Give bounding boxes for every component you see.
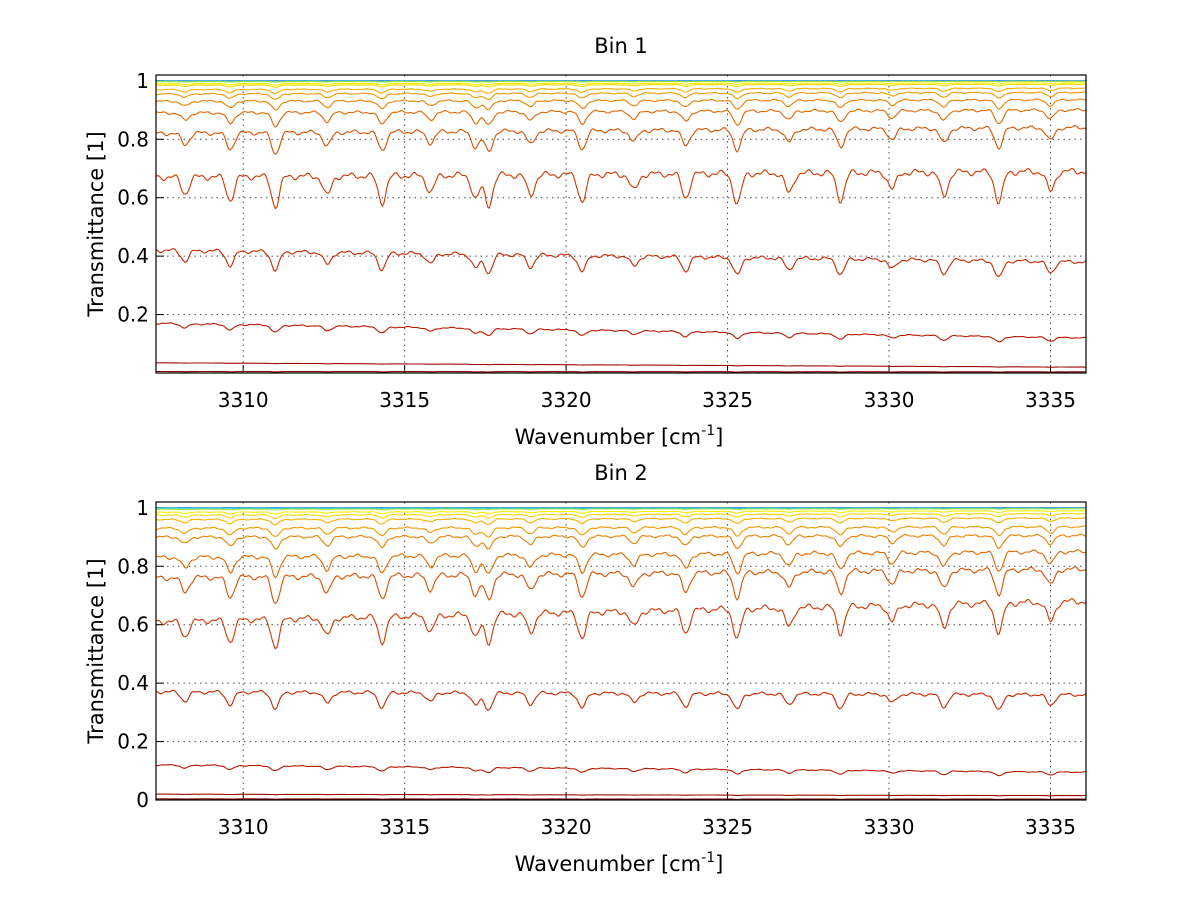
subplot-bin-1: Bin 1 3310 3315 3320 3325 3330 3335 0.2 0.4 0.6 0… xyxy=(84,34,1087,449)
subplot-bin-2: Bin 2 3310 3315 3320 3325 3330 3335 0 0.2 0.4 0.6… xyxy=(84,461,1087,876)
series-line xyxy=(155,533,1087,550)
plot-frame xyxy=(155,501,1087,801)
y-tick-label: 1 xyxy=(136,69,149,93)
chart-title: Bin 1 xyxy=(594,34,648,58)
series-line xyxy=(156,108,1087,128)
series-line xyxy=(155,516,1087,526)
y-tick-label: 0.6 xyxy=(117,613,149,637)
series-line xyxy=(155,566,1087,605)
series-line xyxy=(155,248,1087,277)
series-line xyxy=(155,689,1087,711)
series-line xyxy=(156,370,1086,373)
series-line xyxy=(156,793,1086,797)
series-line xyxy=(156,82,1087,86)
y-tick-label: 0.8 xyxy=(117,554,149,578)
x-tick-label: 3320 xyxy=(541,388,592,412)
x-tick-label: 3325 xyxy=(702,815,753,839)
series-line xyxy=(155,763,1087,777)
series-line xyxy=(156,508,1086,511)
x-tick-label: 3325 xyxy=(702,388,753,412)
series-line xyxy=(156,362,1087,368)
x-tick-label: 3310 xyxy=(218,815,269,839)
x-tick-label: 3330 xyxy=(864,388,915,412)
series-line xyxy=(156,549,1087,579)
grid-lines xyxy=(156,502,1086,801)
series-line xyxy=(155,87,1087,95)
y-tick-label: 0.4 xyxy=(117,671,149,695)
x-tick-label: 3310 xyxy=(218,388,269,412)
series-line xyxy=(156,83,1087,88)
series-line xyxy=(155,98,1087,111)
x-axis-label: Wavenumber [cm-1] xyxy=(515,850,724,876)
series-line xyxy=(156,512,1087,520)
tick-labels: 3310 3315 3320 3325 3330 3335 0.2 0.4 0.6 0.8 1 xyxy=(117,69,1076,412)
chart-title: Bin 2 xyxy=(594,461,648,485)
x-tick-label: 3315 xyxy=(379,815,430,839)
series-line xyxy=(156,525,1087,538)
series-lines xyxy=(155,507,1087,801)
y-tick-label: 0.4 xyxy=(117,244,149,268)
plot-frame xyxy=(155,74,1087,374)
y-tick-label: 0.8 xyxy=(117,127,149,151)
x-tick-label: 3320 xyxy=(541,815,592,839)
y-tick-label: 1 xyxy=(136,496,149,520)
series-line xyxy=(156,510,1087,515)
x-tick-label: 3335 xyxy=(1025,388,1076,412)
series-line xyxy=(155,322,1087,343)
series-line xyxy=(156,798,1086,800)
y-tick-label: 0.2 xyxy=(117,303,149,327)
tick-labels: 3310 3315 3320 3325 3330 3335 0 0.2 0.4 0.6 0.8 1 xyxy=(117,496,1076,839)
series-line xyxy=(155,597,1087,650)
series-lines xyxy=(155,80,1087,373)
series-line xyxy=(155,91,1087,101)
y-tick-label: 0.6 xyxy=(117,186,149,210)
series-line xyxy=(155,167,1087,210)
y-axis-label: Transmittance [1] xyxy=(84,558,108,744)
grid-lines xyxy=(156,75,1086,373)
x-tick-label: 3330 xyxy=(864,815,915,839)
x-tick-label: 3315 xyxy=(379,388,430,412)
x-axis-label: Wavenumber [cm-1] xyxy=(515,423,724,449)
y-tick-label: 0 xyxy=(136,788,149,812)
series-line xyxy=(155,125,1087,155)
y-axis-label: Transmittance [1] xyxy=(84,131,108,317)
series-line xyxy=(156,80,1086,83)
x-tick-label: 3335 xyxy=(1025,815,1076,839)
y-tick-label: 0.2 xyxy=(117,730,149,754)
